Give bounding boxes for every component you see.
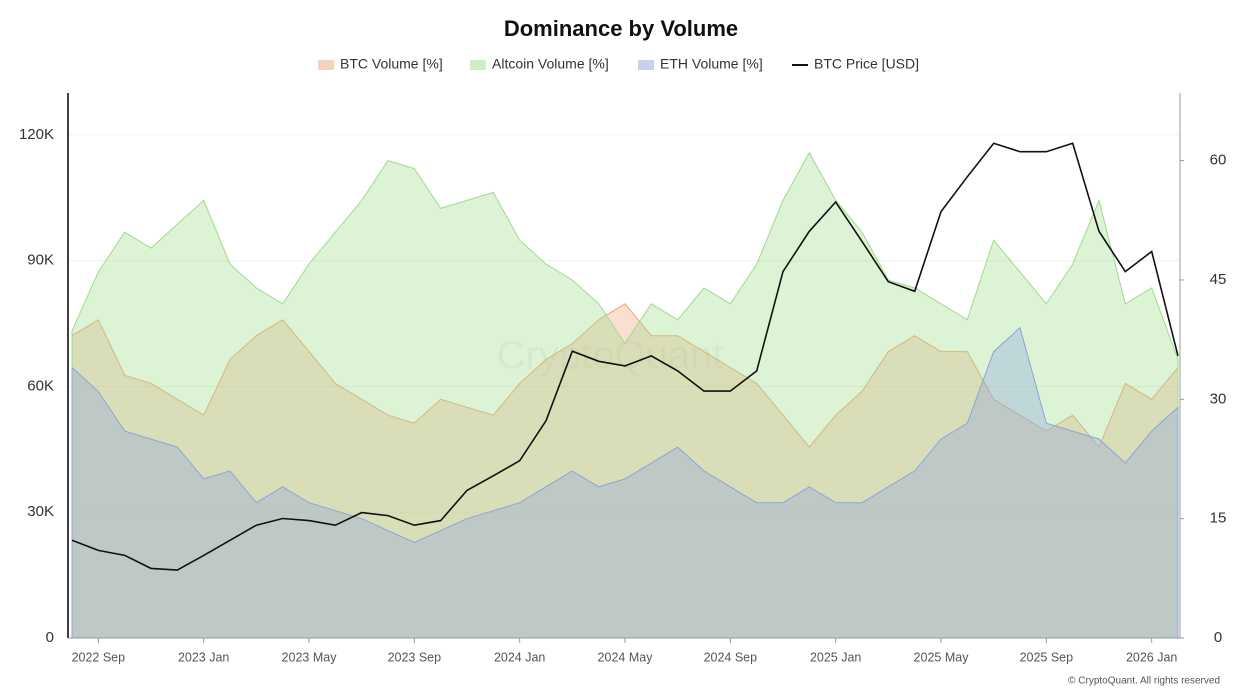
y-tick-label: 90K (27, 252, 54, 269)
legend-label: ETH Volume [%] (660, 56, 763, 72)
x-tick-label: 2025 Jan (810, 650, 861, 664)
y2-tick-label: 60 (1210, 152, 1227, 169)
chart-title: Dominance by Volume (504, 16, 738, 41)
price-line (71, 142, 1179, 571)
legend-label: Altcoin Volume [%] (492, 56, 609, 72)
y2-tick-label: 45 (1210, 271, 1227, 288)
y-tick-label: 0 (46, 629, 54, 646)
x-tick-label: 2026 Jan (1126, 650, 1177, 664)
y-tick-label: 60K (27, 377, 54, 394)
legend-swatch (638, 60, 654, 70)
y2-tick-label: 0 (1214, 629, 1222, 646)
x-tick-label: 2023 Jan (178, 650, 229, 664)
x-tick-label: 2023 Sep (388, 650, 442, 664)
x-tick-label: 2023 May (282, 650, 338, 664)
volume-area (71, 303, 1179, 639)
x-tick-label: 2024 May (598, 650, 654, 664)
legend-label: BTC Volume [%] (340, 56, 443, 72)
y2-tick-label: 30 (1210, 390, 1227, 407)
volume-area (71, 151, 1179, 639)
y2-tick-label: 15 (1210, 510, 1227, 527)
legend-swatch (318, 60, 334, 70)
x-tick-label: 2024 Sep (704, 650, 758, 664)
footer: © CryptoQuant. All rights reserved (1068, 676, 1220, 687)
x-tick-label: 2024 Jan (494, 650, 545, 664)
y-tick-label: 30K (27, 503, 54, 520)
x-tick-label: 2022 Sep (72, 650, 126, 664)
x-tick-label: 2025 Sep (1020, 650, 1074, 664)
volume-area (71, 326, 1179, 639)
legend-label: BTC Price [USD] (814, 56, 919, 72)
y-tick-label: 120K (19, 126, 54, 143)
legend-swatch (470, 60, 486, 70)
x-tick-label: 2025 May (914, 650, 970, 664)
